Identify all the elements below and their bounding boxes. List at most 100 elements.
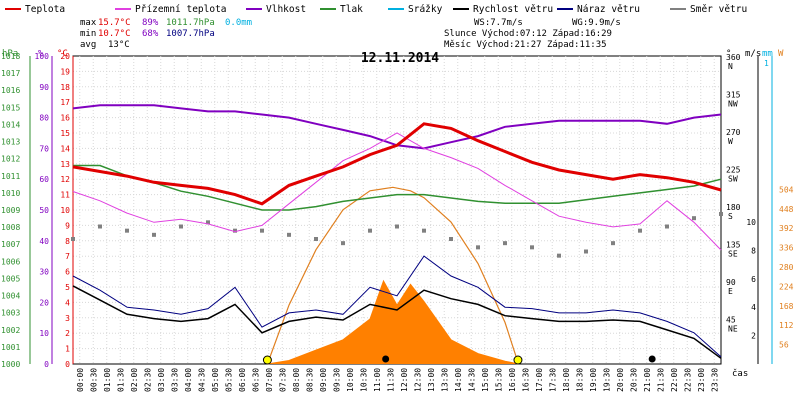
wind-dir-point bbox=[530, 245, 534, 250]
legend-label-7: Směr větru bbox=[690, 4, 747, 15]
tick-hpa: 1005 bbox=[1, 274, 20, 283]
tick-degc: 8 bbox=[65, 237, 70, 246]
series-wind-speed bbox=[72, 285, 722, 359]
tick-ms: 8 bbox=[751, 246, 756, 255]
tick-x: 01:30 bbox=[116, 368, 125, 392]
wind-dir-point bbox=[71, 237, 75, 241]
series-gust bbox=[72, 255, 722, 358]
tick-degc: 5 bbox=[65, 283, 70, 292]
tick-x: 14:00 bbox=[454, 368, 463, 392]
wind-dir-point bbox=[719, 212, 723, 216]
tick-deg: 360 bbox=[726, 53, 741, 62]
tick-x: 12:00 bbox=[400, 368, 409, 392]
tick-pct: 50 bbox=[39, 206, 49, 215]
tick-degc: 11 bbox=[60, 191, 70, 200]
tick-degc: 13 bbox=[60, 160, 70, 169]
wind-dir-point bbox=[611, 241, 615, 246]
axis-label-w: W bbox=[778, 49, 784, 59]
tick-pct: 70 bbox=[39, 144, 49, 153]
tick-x: 03:00 bbox=[157, 368, 166, 392]
tick-x: 12:30 bbox=[413, 368, 422, 392]
wind-dir-point bbox=[449, 237, 453, 241]
tick-dir: N bbox=[728, 62, 733, 71]
tick-x: 00:00 bbox=[76, 368, 85, 392]
tick-x: 02:30 bbox=[143, 368, 152, 392]
tick-pct: 80 bbox=[39, 114, 49, 123]
tick-w: 336 bbox=[779, 244, 794, 253]
legend-label-6: Náraz větru bbox=[577, 4, 640, 15]
legend-label-4: Srážky bbox=[408, 4, 443, 15]
stat-moon: Měsíc Východ:21:27 Západ:11:35 bbox=[444, 40, 607, 50]
tick-x: 16:00 bbox=[508, 368, 517, 392]
tick-x: 07:30 bbox=[278, 368, 287, 392]
tick-deg: 225 bbox=[726, 166, 741, 175]
tick-x: 06:00 bbox=[238, 368, 247, 392]
tick-ms: 10 bbox=[746, 218, 756, 227]
tick-degc: 15 bbox=[60, 129, 70, 138]
tick-x: 09:00 bbox=[319, 368, 328, 392]
tick-degc: 16 bbox=[60, 114, 70, 123]
series-ground-temp bbox=[72, 132, 722, 251]
axis-label-ms: m/s bbox=[745, 49, 761, 59]
tick-degc: 12 bbox=[60, 175, 70, 184]
tick-pct: 40 bbox=[39, 237, 49, 246]
stat-avg-label: avg bbox=[80, 40, 96, 50]
wind-dir-point bbox=[395, 224, 399, 229]
tick-mm: 1 bbox=[764, 59, 769, 68]
tick-hpa: 1012 bbox=[1, 155, 20, 164]
stat-min-temp: 10.7°C bbox=[98, 29, 131, 39]
tick-dir: E bbox=[728, 287, 733, 296]
stat-max-temp: 15.7°C bbox=[98, 18, 131, 28]
chart-title: 12.11.2014 bbox=[361, 51, 439, 66]
tick-x: 23:00 bbox=[697, 368, 706, 392]
tick-hpa: 1007 bbox=[1, 240, 20, 249]
tick-x: 20:30 bbox=[629, 368, 638, 392]
wind-dir-point bbox=[557, 253, 561, 258]
tick-pct: 100 bbox=[35, 52, 50, 61]
tick-degc: 2 bbox=[65, 329, 70, 338]
stat-ws: WS:7.7m/s bbox=[474, 18, 523, 28]
tick-x: 13:30 bbox=[440, 368, 449, 392]
tick-x: 05:00 bbox=[211, 368, 220, 392]
axis-label-hpa: hPa bbox=[2, 49, 18, 59]
tick-x: 14:30 bbox=[467, 368, 476, 392]
wind-dir-point bbox=[341, 241, 345, 246]
tick-degc: 10 bbox=[60, 206, 70, 215]
tick-deg: 315 bbox=[726, 91, 741, 100]
tick-deg: 270 bbox=[726, 128, 741, 137]
tick-x: 19:00 bbox=[589, 368, 598, 392]
tick-x: 11:30 bbox=[386, 368, 395, 392]
wind-dir-point bbox=[125, 228, 129, 233]
tick-dir: S bbox=[728, 212, 733, 221]
stat-min-hum: 68% bbox=[142, 29, 159, 39]
tick-hpa: 1000 bbox=[1, 360, 20, 369]
sunset-marker bbox=[513, 355, 523, 365]
legend-label-5: Rychlost větru bbox=[473, 4, 553, 15]
wind-dir-point bbox=[152, 232, 156, 237]
tick-degc: 18 bbox=[60, 83, 70, 92]
tick-ms: 2 bbox=[751, 332, 756, 341]
tick-x: 08:30 bbox=[305, 368, 314, 392]
tick-x: 17:00 bbox=[535, 368, 544, 392]
tick-pct: 60 bbox=[39, 175, 49, 184]
moonset-marker bbox=[382, 355, 390, 363]
tick-pct: 30 bbox=[39, 268, 49, 277]
tick-deg: 135 bbox=[726, 241, 741, 250]
tick-x: 00:30 bbox=[89, 368, 98, 392]
tick-w: 392 bbox=[779, 224, 794, 233]
stat-max-press: 1011.7hPa bbox=[166, 18, 215, 28]
series-temperature bbox=[72, 122, 722, 206]
tick-hpa: 1013 bbox=[1, 138, 20, 147]
tick-ms: 6 bbox=[751, 275, 756, 284]
tick-degc: 1 bbox=[65, 345, 70, 354]
axis-label-degc: °C bbox=[57, 49, 68, 59]
tick-w: 168 bbox=[779, 302, 794, 311]
tick-hpa: 1004 bbox=[1, 292, 20, 301]
tick-dir: W bbox=[728, 137, 733, 146]
stat-max-hum: 89% bbox=[142, 18, 159, 28]
tick-w: 56 bbox=[779, 341, 789, 350]
tick-deg: 180 bbox=[726, 203, 741, 212]
tick-hpa: 1003 bbox=[1, 309, 20, 318]
wind-dir-point bbox=[287, 232, 291, 237]
wind-dir-point bbox=[98, 224, 102, 229]
